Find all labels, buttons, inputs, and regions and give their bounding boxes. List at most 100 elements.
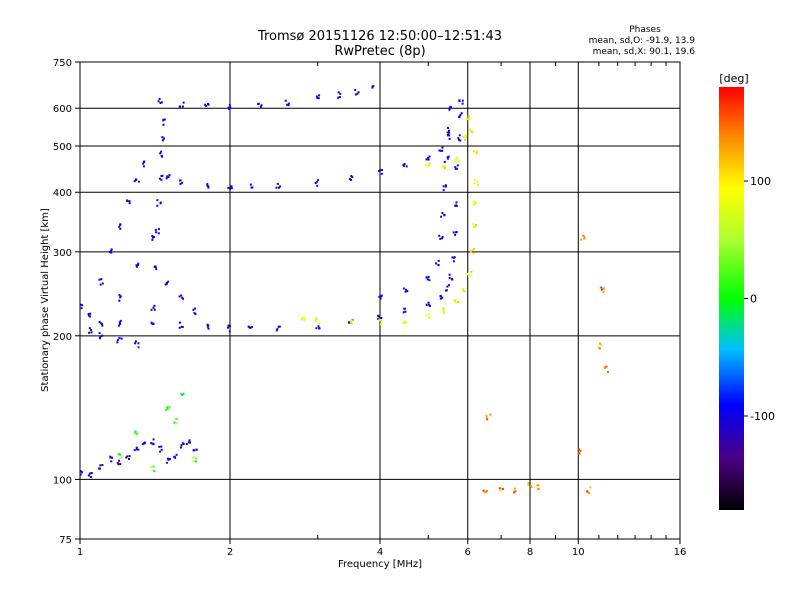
data-point — [473, 248, 476, 250]
data-point — [110, 460, 113, 463]
data-point — [426, 278, 429, 281]
data-point — [428, 304, 431, 307]
data-point — [425, 276, 428, 279]
data-point — [303, 316, 306, 319]
data-point — [582, 234, 585, 237]
data-point — [250, 326, 253, 328]
data-point — [404, 310, 407, 313]
data-point — [161, 136, 164, 139]
data-point — [207, 185, 210, 188]
data-point — [279, 185, 282, 188]
data-point — [441, 296, 444, 299]
data-point — [456, 164, 459, 167]
chart-subtitle: RwPretec (8p) — [334, 44, 425, 59]
data-point — [514, 490, 517, 493]
data-point — [445, 289, 447, 292]
data-point — [337, 96, 340, 99]
data-point — [157, 228, 160, 231]
data-point — [118, 294, 121, 296]
data-point — [100, 278, 103, 281]
data-point — [180, 325, 183, 328]
data-point — [182, 442, 185, 445]
data-point — [182, 101, 185, 104]
data-point — [142, 160, 145, 163]
stats-o-mode: mean, sd,O: -91.9, 13.9 — [589, 36, 696, 46]
data-point — [489, 413, 492, 416]
data-point — [117, 339, 119, 341]
data-point — [441, 236, 444, 238]
data-point — [379, 297, 382, 300]
data-point — [88, 327, 91, 330]
data-point — [150, 308, 153, 311]
data-point — [454, 166, 457, 169]
data-point — [154, 266, 157, 268]
x-axis-label: Frequency [MHz] — [338, 559, 422, 570]
y-tick-label: 100 — [53, 475, 72, 486]
data-point — [380, 172, 383, 175]
data-point — [275, 186, 278, 189]
data-point — [454, 160, 456, 163]
data-point — [446, 131, 449, 134]
data-point — [380, 317, 383, 319]
data-point — [229, 187, 231, 190]
data-point — [89, 315, 91, 318]
data-point — [192, 308, 195, 311]
data-point — [348, 178, 351, 181]
data-point — [181, 181, 184, 184]
data-point — [338, 96, 341, 98]
data-point — [128, 202, 131, 205]
data-point — [110, 251, 113, 254]
data-point — [179, 179, 182, 182]
data-point — [175, 453, 178, 456]
data-point — [133, 449, 136, 452]
colorbar-tick-label: -100 — [750, 410, 775, 423]
data-point — [108, 250, 111, 253]
data-point — [337, 91, 340, 94]
data-point — [427, 158, 430, 161]
data-point — [159, 152, 162, 155]
data-point — [440, 215, 443, 218]
data-point — [379, 295, 382, 298]
data-point — [98, 332, 101, 335]
colorbar-unit: [deg] — [719, 72, 748, 85]
data-point — [602, 287, 605, 290]
data-point — [457, 159, 460, 162]
data-point — [451, 256, 454, 259]
data-point — [470, 270, 473, 273]
data-point — [402, 311, 405, 314]
data-point — [442, 189, 445, 192]
data-point — [404, 320, 407, 323]
data-point — [404, 321, 407, 324]
data-point — [452, 231, 455, 234]
data-point — [351, 176, 354, 179]
data-point — [87, 474, 90, 477]
data-point — [527, 482, 530, 485]
data-point — [257, 103, 260, 105]
data-point — [195, 457, 197, 460]
data-point — [427, 301, 430, 304]
data-point — [317, 179, 320, 182]
data-point — [453, 256, 456, 259]
data-point — [179, 392, 182, 395]
trace — [79, 438, 198, 478]
data-point — [98, 467, 101, 470]
data-point — [458, 138, 460, 141]
data-point — [380, 169, 383, 171]
data-point — [101, 324, 104, 327]
data-point — [339, 92, 342, 95]
data-point — [153, 304, 156, 307]
data-point — [448, 273, 451, 276]
data-point — [162, 123, 165, 126]
data-point — [173, 455, 176, 458]
data-point — [155, 231, 158, 234]
data-point — [160, 178, 163, 181]
data-point — [460, 112, 463, 115]
data-point — [286, 103, 289, 106]
data-point — [579, 449, 582, 452]
data-point — [317, 325, 320, 328]
data-point — [380, 323, 382, 326]
data-point — [377, 317, 380, 320]
data-point — [513, 491, 516, 494]
x-tick-label: 4 — [377, 547, 383, 558]
data-point — [467, 117, 470, 120]
